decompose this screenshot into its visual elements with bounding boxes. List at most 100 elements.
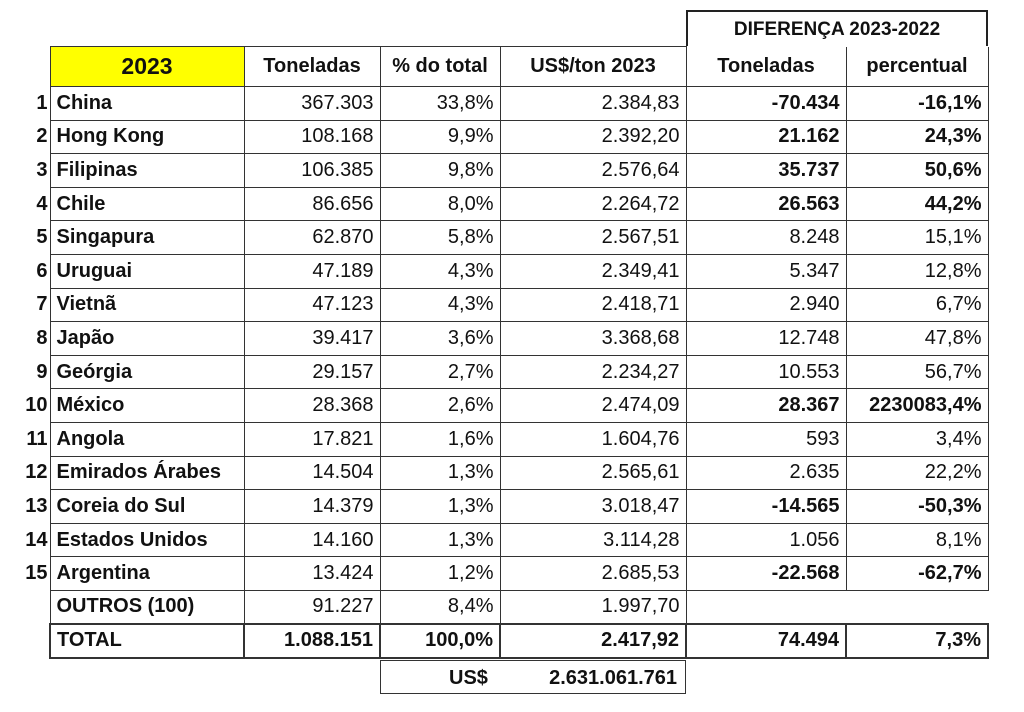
diff-tons-cell: -14.565 — [685, 489, 847, 524]
price-cell: 2.567,51 — [499, 220, 687, 255]
diff-pct-cell: 47,8% — [845, 321, 989, 356]
price-cell: 2.565,61 — [499, 455, 687, 491]
diff-tons-cell: 2.940 — [685, 287, 847, 323]
share-cell: 4,3% — [379, 287, 501, 323]
tons-cell: 106.385 — [243, 153, 381, 188]
diff-tons-cell: 2.635 — [685, 455, 847, 491]
country-cell: Singapura — [49, 220, 245, 255]
diff-tons-cell: 21.162 — [685, 119, 847, 155]
total-diff-tons: 74.494 — [685, 623, 847, 659]
table-row: 10 México 28.368 2,6% 2.474,09 28.367 2230083,… — [0, 388, 989, 423]
rank-cell: 4 — [36, 192, 48, 215]
tons-cell: 17.821 — [243, 421, 381, 457]
diff-tons-cell: 12.748 — [685, 321, 847, 356]
share-cell: 1,3% — [379, 489, 501, 524]
share-cell: 3,6% — [379, 321, 501, 356]
header-diff-tons: Toneladas — [685, 46, 847, 87]
table-row: 3 Filipinas 106.385 9,8% 2.576,64 35.737 50,6% — [0, 153, 989, 188]
usd-label: US$ — [449, 667, 488, 689]
tons-cell: 47.189 — [243, 253, 381, 289]
price-cell: 2.392,20 — [499, 119, 687, 155]
rank-cell: 15 — [25, 562, 48, 585]
total-tons: 1.088.151 — [243, 623, 381, 659]
table-row: 15 Argentina 13.424 1,2% 2.685,53 -22.568 -62,… — [0, 556, 989, 591]
table-row: 13 Coreia do Sul 14.379 1,3% 3.018,47 -14.565… — [0, 489, 989, 524]
table-row: 1 China 367.303 33,8% 2.384,83 -70.434 -16,1% — [0, 86, 989, 121]
country-cell: Filipinas — [49, 153, 245, 188]
table-row: 11 Angola 17.821 1,6% 1.604,76 593 3,4% — [0, 421, 989, 457]
share-cell: 1,3% — [379, 455, 501, 491]
country-cell: Argentina — [49, 556, 245, 591]
diff-pct-cell: 8,1% — [845, 522, 989, 558]
rank-cell: 2 — [36, 125, 48, 148]
diff-pct-cell: 50,6% — [845, 153, 989, 188]
diff-pct-cell: 24,3% — [845, 119, 989, 155]
country-cell: Emirados Árabes — [49, 455, 245, 491]
table-row: 6 Uruguai 47.189 4,3% 2.349,41 5.347 12,8% — [0, 253, 989, 289]
price-cell: 2.234,27 — [499, 354, 687, 390]
diff-tons-cell: 28.367 — [685, 388, 847, 423]
price-cell: 2.418,71 — [499, 287, 687, 323]
header-row: 2023 Toneladas % do total US$/ton 2023 T… — [0, 46, 989, 87]
header-year: 2023 — [49, 46, 245, 87]
country-cell: México — [49, 388, 245, 423]
tons-cell: 39.417 — [243, 321, 381, 356]
tons-cell: 29.157 — [243, 354, 381, 390]
share-cell: 1,3% — [379, 522, 501, 558]
table-row: 5 Singapura 62.870 5,8% 2.567,51 8.248 15,1% — [0, 220, 989, 255]
table-row: 7 Vietnã 47.123 4,3% 2.418,71 2.940 6,7% — [0, 287, 989, 323]
tons-cell: 28.368 — [243, 388, 381, 423]
price-cell: 2.349,41 — [499, 253, 687, 289]
total-row: TOTAL 1.088.151 100,0% 2.417,92 74.494 7,3% — [0, 623, 989, 659]
diff-pct-cell: 3,4% — [845, 421, 989, 457]
share-cell: 5,8% — [379, 220, 501, 255]
diff-tons-cell: -70.434 — [685, 86, 847, 121]
total-diff-pct: 7,3% — [845, 623, 989, 659]
diff-tons-cell: 593 — [685, 421, 847, 457]
tons-cell: 367.303 — [243, 86, 381, 121]
country-cell: Uruguai — [49, 253, 245, 289]
diff-tons-cell: 10.553 — [685, 354, 847, 390]
total-price: 2.417,92 — [499, 623, 687, 659]
price-cell: 2.384,83 — [499, 86, 687, 121]
country-cell: Vietnã — [49, 287, 245, 323]
country-cell: Coreia do Sul — [49, 489, 245, 524]
share-cell: 9,9% — [379, 119, 501, 155]
tons-cell: 13.424 — [243, 556, 381, 591]
diff-tons-cell: 5.347 — [685, 253, 847, 289]
table-row: 9 Geórgia 29.157 2,7% 2.234,27 10.553 56,7% — [0, 354, 989, 390]
diff-pct-cell: 2230083,4% — [845, 388, 989, 423]
share-cell: 8,0% — [379, 186, 501, 222]
diff-pct-cell: -62,7% — [845, 556, 989, 591]
table-row: 4 Chile 86.656 8,0% 2.264,72 26.563 44,2% — [0, 186, 989, 222]
others-label: OUTROS (100) — [49, 589, 245, 625]
tons-cell: 14.160 — [243, 522, 381, 558]
price-cell: 3.368,68 — [499, 321, 687, 356]
export-table: 2023 Toneladas % do total US$/ton 2023 T… — [0, 46, 989, 659]
rank-cell: 8 — [36, 326, 48, 349]
share-cell: 9,8% — [379, 153, 501, 188]
rank-cell: 10 — [25, 394, 48, 417]
others-share: 8,4% — [379, 589, 501, 625]
total-share: 100,0% — [379, 623, 501, 659]
tons-cell: 47.123 — [243, 287, 381, 323]
country-cell: Estados Unidos — [49, 522, 245, 558]
rank-cell: 6 — [36, 259, 48, 282]
diff-tons-cell: -22.568 — [685, 556, 847, 591]
header-share: % do total — [379, 46, 501, 87]
header-price: US$/ton 2023 — [499, 46, 687, 87]
price-cell: 2.576,64 — [499, 153, 687, 188]
usd-value: 2.631.061.761 — [549, 667, 677, 689]
country-cell: Japão — [49, 321, 245, 356]
price-cell: 3.018,47 — [499, 489, 687, 524]
price-cell: 2.685,53 — [499, 556, 687, 591]
rank-cell: 1 — [36, 91, 48, 114]
diff-pct-cell: 44,2% — [845, 186, 989, 222]
table-row: 12 Emirados Árabes 14.504 1,3% 2.565,61 2.635… — [0, 455, 989, 491]
tons-cell: 86.656 — [243, 186, 381, 222]
country-cell: Geórgia — [49, 354, 245, 390]
share-cell: 2,6% — [379, 388, 501, 423]
diff-tons-cell: 1.056 — [685, 522, 847, 558]
rank-cell: 11 — [26, 427, 48, 450]
rank-cell: 7 — [36, 293, 48, 316]
